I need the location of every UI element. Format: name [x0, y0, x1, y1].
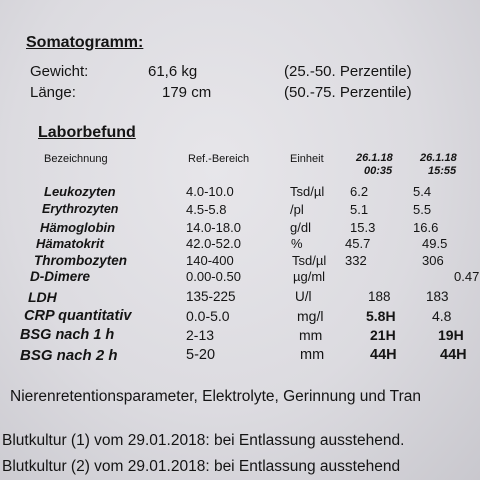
- lab-test-name: LDH: [28, 289, 57, 305]
- lab-test-name: Thrombozyten: [34, 253, 127, 268]
- lab-row: Hämoglobin 14.0-18.0 g/dl 15.3 16.6: [0, 220, 480, 240]
- lab-value-2: 49.5: [422, 236, 448, 251]
- lab-reference-range: 0.0-5.0: [186, 308, 230, 324]
- header-name: Bezeichnung: [44, 153, 108, 165]
- lab-test-name: Leukozyten: [44, 184, 116, 199]
- header-date-2-day: 26.1.18: [420, 152, 457, 164]
- lab-reference-range: 2-13: [186, 327, 215, 343]
- lab-reference-range: 4.5-5.8: [186, 202, 227, 217]
- lab-test-name: Erythrozyten: [42, 202, 119, 216]
- lab-test-name: BSG nach 1 h: [20, 327, 115, 343]
- lab-row: CRP quantitativ 0.0-5.0 mg/l 5.8H 4.8: [0, 308, 480, 328]
- lab-test-name: BSG nach 2 h: [20, 347, 118, 364]
- lab-value-1: 44H: [370, 347, 397, 363]
- header-date-1-time: 00:35: [364, 165, 393, 177]
- lab-value-2: 16.6: [413, 220, 439, 235]
- lab-unit: /pl: [290, 202, 304, 217]
- header-date-2: 26.1.18 15:55: [420, 152, 457, 178]
- lab-unit: Tsd/µl: [292, 253, 327, 268]
- lab-value-1: 15.3: [350, 220, 376, 235]
- somatogramm-title: Somatogramm:: [26, 34, 144, 51]
- footer-parameters-note: Nierenretentionsparameter, Elektrolyte, …: [10, 388, 421, 405]
- lab-unit: U/l: [295, 289, 312, 304]
- lab-reference-range: 0.00-0.50: [186, 269, 241, 284]
- lab-value-1: 6.2: [350, 184, 369, 199]
- lab-value-1: 5.1: [350, 202, 369, 217]
- lab-row: Leukozyten 4.0-10.0 Tsd/µl 6.2 5.4: [0, 184, 480, 204]
- lab-unit: g/dl: [290, 220, 311, 235]
- header-date-2-time: 15:55: [428, 165, 457, 177]
- lab-value-1: 21H: [370, 327, 396, 343]
- height-label: Länge:: [30, 84, 76, 101]
- lab-value-2: 5.4: [413, 184, 432, 199]
- lab-reference-range: 4.0-10.0: [186, 184, 234, 199]
- lab-test-name: D-Dimere: [30, 269, 91, 284]
- height-value: 179 cm: [162, 84, 212, 101]
- weight-percentile: (25.-50. Perzentile): [284, 63, 412, 80]
- lab-test-name: CRP quantitativ: [24, 308, 132, 324]
- lab-row: LDH 135-225 U/l 188 183: [0, 289, 480, 309]
- lab-row: Erythrozyten 4.5-5.8/pl 5.1 5.5: [0, 202, 480, 222]
- weight-label: Gewicht:: [30, 63, 89, 80]
- footer-blood-culture-1: Blutkultur (1) vom 29.01.2018: bei Entla…: [2, 432, 405, 449]
- lab-row: Thrombozyten 140-400 Tsd/µl 332 306: [0, 253, 480, 273]
- lab-value-1: 5.8H: [366, 308, 396, 324]
- lab-reference-range: 5-20: [186, 347, 216, 363]
- header-ref: Ref.-Bereich: [188, 153, 250, 165]
- lab-unit: Tsd/µl: [290, 184, 325, 199]
- footer-blood-culture-2: Blutkultur (2) vom 29.01.2018: bei Entla…: [2, 458, 401, 475]
- lab-value-2: 44H: [440, 347, 467, 363]
- lab-unit: mm: [300, 347, 325, 363]
- lab-row: D-Dimere 0.00-0.50 µg/ml 0.47: [0, 269, 480, 289]
- lab-reference-range: 42.0-52.0: [186, 236, 241, 251]
- lab-test-name: Hämatokrit: [36, 236, 104, 251]
- lab-value-2: 5.5: [413, 202, 432, 217]
- lab-row: BSG nach 2 h 5-20 mm 44H 44H: [0, 347, 480, 367]
- laborbefund-title: Laborbefund: [38, 124, 136, 141]
- lab-unit: mg/l: [297, 308, 324, 324]
- lab-value-2: 0.47: [454, 269, 480, 284]
- lab-value-1: 332: [345, 253, 367, 268]
- lab-unit: mm: [299, 327, 323, 343]
- lab-row: Hämatokrit 42.0-52.0% 45.7 49.5: [0, 236, 480, 256]
- lab-reference-range: 140-400: [186, 253, 234, 268]
- weight-value: 61,6 kg: [148, 63, 198, 80]
- lab-unit: %: [291, 236, 303, 251]
- lab-unit: µg/ml: [293, 269, 326, 284]
- lab-value-1: 188: [368, 289, 391, 304]
- lab-value-2: 4.8: [432, 308, 452, 324]
- header-unit: Einheit: [290, 153, 324, 165]
- lab-row: BSG nach 1 h 2-13 mm 21H 19H: [0, 327, 480, 347]
- header-date-1-day: 26.1.18: [356, 152, 393, 164]
- lab-reference-range: 14.0-18.0: [186, 220, 241, 235]
- lab-value-2: 306: [422, 253, 444, 268]
- header-date-1: 26.1.18 00:35: [356, 152, 393, 178]
- lab-value-1: 45.7: [345, 236, 371, 251]
- lab-value-2: 183: [426, 289, 449, 304]
- lab-reference-range: 135-225: [186, 289, 236, 304]
- height-percentile: (50.-75. Perzentile): [284, 84, 412, 101]
- lab-value-2: 19H: [438, 327, 464, 343]
- lab-test-name: Hämoglobin: [40, 220, 116, 235]
